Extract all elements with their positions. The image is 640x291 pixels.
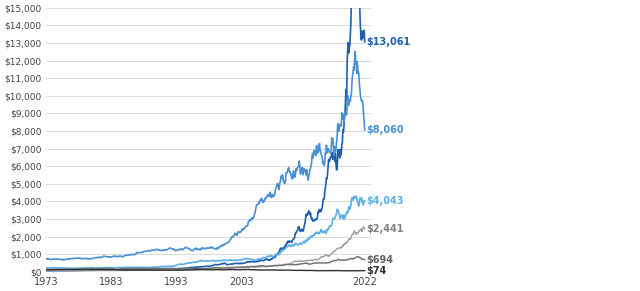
Text: $694: $694	[367, 255, 394, 265]
Text: Dividend Cutters & Eliminators: Dividend Cutters & Eliminators	[0, 290, 1, 291]
Text: Dividend Non-Payers: Dividend Non-Payers	[0, 290, 1, 291]
Text: No Change in Dividend Policy: No Change in Dividend Policy	[0, 290, 1, 291]
Text: $8,060: $8,060	[367, 125, 404, 135]
Text: Dividend Growers and Initiators: Dividend Growers and Initiators	[0, 290, 1, 291]
Text: Dividend Payers: Dividend Payers	[0, 290, 1, 291]
Text: $2,441: $2,441	[367, 224, 404, 234]
Text: Equal-Weighted S&P 500 Index: Equal-Weighted S&P 500 Index	[0, 290, 1, 291]
Text: $4,043: $4,043	[367, 196, 404, 206]
Text: $13,061: $13,061	[367, 37, 411, 47]
Text: $74: $74	[367, 266, 387, 276]
